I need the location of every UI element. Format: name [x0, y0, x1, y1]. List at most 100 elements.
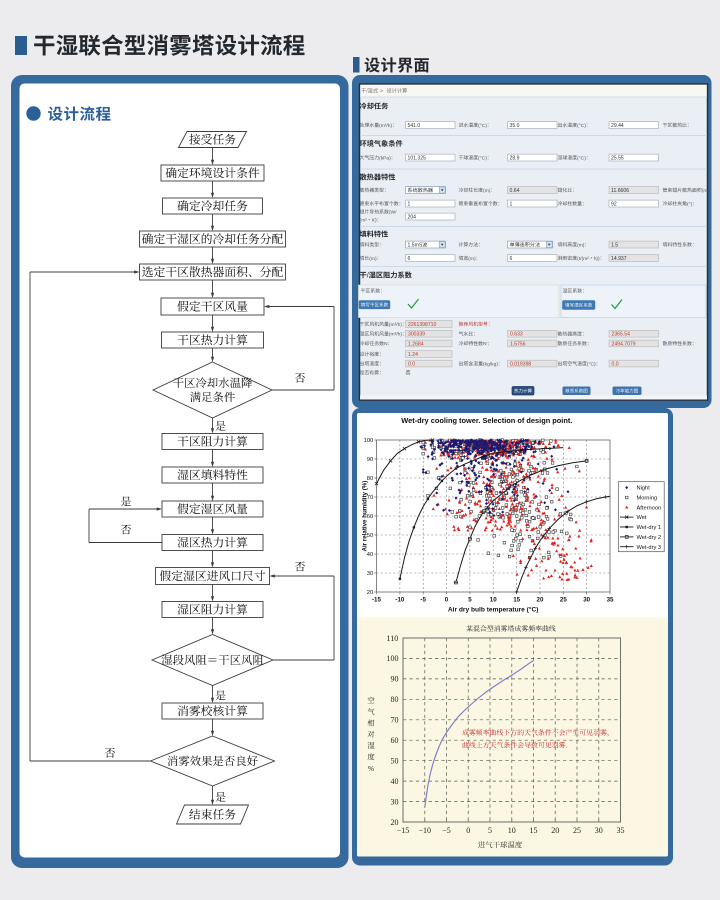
svg-text:100: 100 [364, 438, 374, 444]
svg-text:(kg/kg): (kg/kg) [483, 361, 498, 367]
svg-text:50: 50 [391, 757, 399, 766]
svg-text:101.325: 101.325 [408, 155, 427, 161]
svg-text:0.0: 0.0 [612, 361, 619, 367]
svg-text:60: 60 [391, 736, 399, 745]
svg-text:0: 0 [445, 597, 449, 604]
svg-text:>: > [380, 89, 383, 95]
svg-text:1: 1 [510, 201, 513, 207]
svg-text:(m³/h): (m³/h) [389, 322, 402, 328]
svg-text:−5: −5 [442, 826, 451, 835]
svg-text:20: 20 [367, 590, 373, 596]
svg-text:14.937: 14.937 [611, 256, 627, 262]
svg-text:0.019398: 0.019398 [510, 361, 531, 367]
svg-text:(m²: (m² [360, 218, 368, 224]
svg-text:1.24: 1.24 [408, 352, 418, 358]
svg-text:(m³/h): (m³/h) [379, 123, 392, 129]
svg-text:Afternoon: Afternoon [637, 505, 662, 511]
svg-text:10: 10 [490, 597, 497, 604]
svg-text:30: 30 [367, 571, 373, 577]
svg-text:110: 110 [387, 634, 399, 643]
svg-text:(m): (m) [577, 242, 585, 248]
svg-text:(kPa): (kPa) [379, 155, 391, 161]
svg-text:300339: 300339 [408, 332, 425, 338]
svg-text:40: 40 [367, 552, 373, 558]
svg-text:20: 20 [551, 826, 559, 835]
svg-text:1.2684: 1.2684 [408, 341, 424, 347]
svg-text:70: 70 [391, 716, 399, 725]
svg-text:30: 30 [583, 597, 590, 604]
svg-text:2261398710: 2261398710 [408, 322, 436, 328]
svg-text:90: 90 [367, 457, 373, 463]
svg-text:35.0: 35.0 [510, 123, 520, 129]
svg-text:-10: -10 [395, 597, 405, 604]
svg-text:50: 50 [367, 533, 373, 539]
svg-text:30: 30 [391, 797, 399, 806]
svg-text:(°C): (°C) [577, 123, 586, 129]
svg-text:(m): (m) [483, 188, 491, 194]
svg-text:29.44: 29.44 [611, 123, 624, 129]
svg-text:(m²/: (m²/ [702, 188, 711, 194]
svg-text:40: 40 [391, 777, 399, 786]
svg-text:(°C): (°C) [478, 155, 487, 161]
svg-text:2494.7079: 2494.7079 [612, 341, 636, 347]
svg-text:541.0: 541.0 [408, 123, 421, 129]
svg-text:-15: -15 [372, 597, 382, 604]
svg-text:h)): h)) [594, 256, 600, 262]
svg-text:11.6606: 11.6606 [611, 188, 629, 194]
svg-text:35: 35 [607, 597, 614, 604]
svg-text:K): K) [372, 218, 377, 224]
svg-text:35: 35 [617, 826, 625, 835]
svg-text:92: 92 [611, 201, 617, 207]
svg-text:15: 15 [513, 597, 520, 604]
svg-text:1.5756: 1.5756 [510, 341, 526, 347]
svg-text:.: . [566, 743, 568, 750]
svg-text:1: 1 [408, 201, 411, 207]
svg-text:(°): (°) [687, 201, 693, 207]
svg-text:25.55: 25.55 [611, 155, 624, 161]
svg-text:20: 20 [537, 597, 544, 604]
svg-text:N': N' [483, 341, 488, 347]
svg-text:(°C): (°C) [478, 123, 487, 129]
svg-text:6: 6 [408, 256, 411, 262]
svg-text:−10: −10 [419, 826, 432, 835]
svg-text:90: 90 [391, 675, 399, 684]
svg-text:25: 25 [560, 597, 567, 604]
svg-text:28.9: 28.9 [510, 155, 520, 161]
svg-text:80: 80 [367, 476, 373, 482]
svg-text:Wet-dry 1: Wet-dry 1 [637, 525, 662, 531]
svg-text:(m): (m) [468, 256, 476, 262]
svg-text:(t/(m²: (t/(m² [577, 256, 589, 262]
svg-text:15: 15 [530, 826, 538, 835]
svg-text:20: 20 [391, 818, 399, 827]
svg-text:80: 80 [391, 695, 399, 704]
svg-text:Air dry bulb temperature (°C): Air dry bulb temperature (°C) [448, 606, 539, 614]
svg-text:−15: −15 [397, 826, 410, 835]
svg-text:Night: Night [637, 486, 651, 492]
svg-text:(m³/h): (m³/h) [389, 332, 402, 338]
svg-text:2365.54: 2365.54 [612, 332, 631, 338]
svg-text:%: % [368, 764, 374, 773]
svg-text:-5: -5 [420, 597, 426, 604]
svg-text:0.0: 0.0 [408, 361, 415, 367]
svg-text:Wet-dry 2: Wet-dry 2 [637, 535, 662, 541]
svg-text:Wet: Wet [637, 515, 647, 521]
svg-text:Wet-dry cooling tower. Selecti: Wet-dry cooling tower. Selection of desi… [401, 416, 572, 425]
svg-text:1.5mS: 1.5mS [408, 242, 423, 248]
svg-text:(°C): (°C) [577, 155, 586, 161]
svg-text:/: / [367, 271, 369, 280]
svg-text:Morning: Morning [637, 496, 658, 502]
svg-text:(W/: (W/ [389, 210, 397, 216]
svg-text:(m): (m) [369, 256, 377, 262]
svg-text:5: 5 [468, 597, 472, 604]
svg-text:(°C): (°C) [587, 361, 596, 367]
svg-text:10: 10 [508, 826, 516, 835]
svg-text:Air relative humidity (%): Air relative humidity (%) [362, 481, 369, 552]
svg-text:70: 70 [367, 495, 373, 501]
svg-text:N: N [384, 341, 388, 347]
svg-text:5: 5 [488, 826, 492, 835]
svg-text:0: 0 [466, 826, 470, 835]
svg-text:0.64: 0.64 [510, 188, 520, 194]
svg-text:6: 6 [510, 256, 513, 262]
svg-text:Wet-dry 3: Wet-dry 3 [637, 545, 662, 551]
svg-text:25: 25 [573, 826, 581, 835]
